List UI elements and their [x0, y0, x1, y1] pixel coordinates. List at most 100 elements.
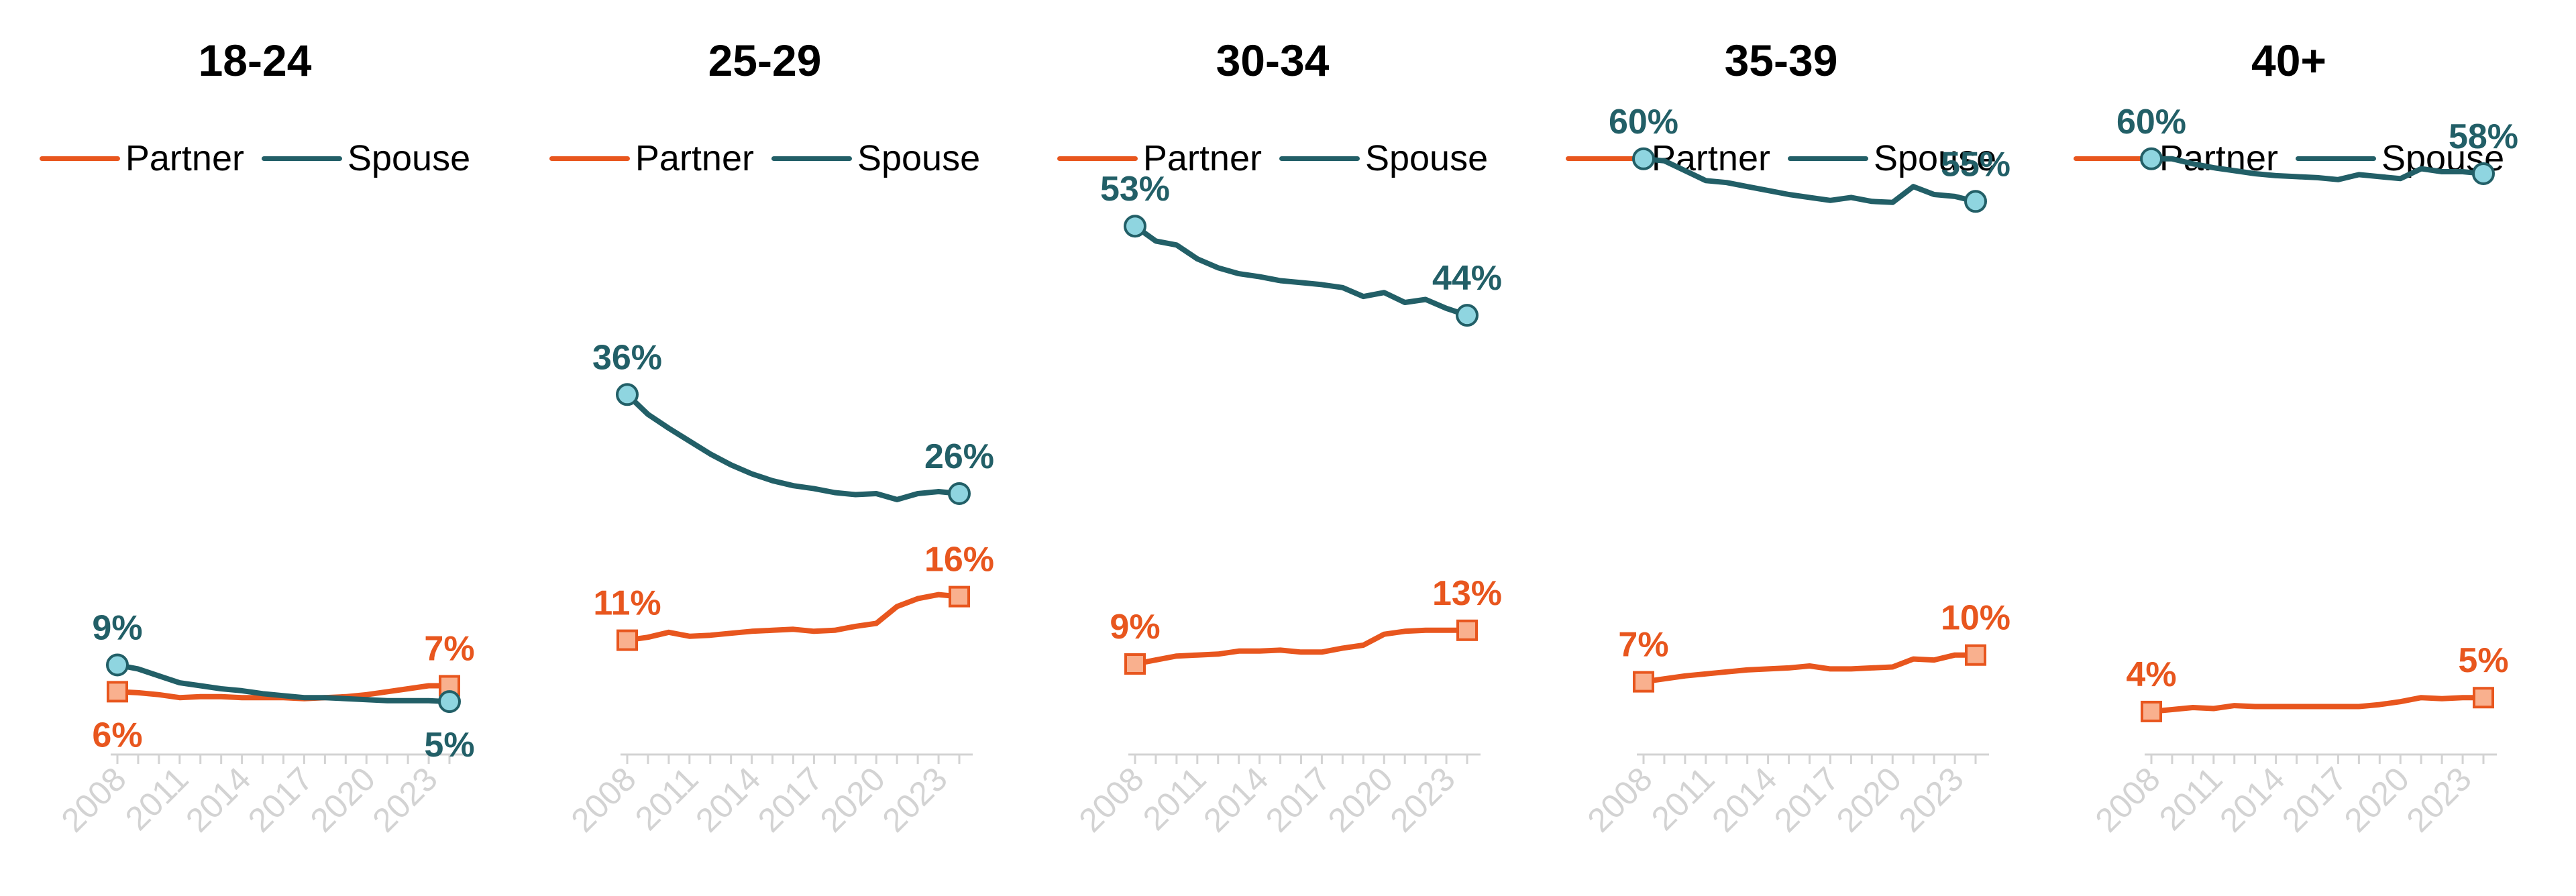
data-label: 7% — [1618, 626, 1668, 665]
x-tick-label: 2014 — [1705, 760, 1784, 839]
legend-item-spouse: Spouse — [1279, 137, 1488, 179]
data-point-marker — [948, 482, 971, 505]
x-tick-label: 2023 — [2400, 760, 2479, 839]
x-tick-label: 2020 — [2337, 760, 2416, 839]
x-tick-label: 2017 — [1258, 760, 1338, 839]
x-tick-label: 2008 — [2088, 760, 2167, 839]
chart-panel: 18-24 Partner Spouse 2008 2011 2014 2017 2020 20… — [0, 0, 510, 896]
chart-panel: 25-29 Partner Spouse 2008 2011 2014 2017 2020 20… — [510, 0, 1020, 896]
legend: Partner Spouse — [510, 137, 1020, 179]
x-tick-label: 2020 — [1829, 760, 1909, 839]
data-point-marker — [2140, 147, 2163, 170]
x-tick-label: 2011 — [1136, 760, 1214, 838]
data-point-marker — [1632, 147, 1655, 170]
legend-swatch — [1565, 156, 1646, 161]
data-label: 9% — [92, 609, 142, 648]
legend-swatch — [261, 156, 342, 161]
legend-item-partner: Partner — [39, 137, 244, 179]
data-label: 7% — [424, 630, 474, 669]
data-point-marker — [1633, 671, 1654, 693]
legend-swatch — [2295, 156, 2376, 161]
legend: Partner Spouse — [1526, 137, 2036, 179]
data-label: 26% — [924, 437, 994, 476]
series-line-spouse — [1132, 223, 1470, 319]
series-line-spouse — [1641, 156, 1978, 205]
data-label: 9% — [1110, 608, 1160, 647]
data-point-marker — [1124, 215, 1146, 238]
x-tick-label: 2023 — [366, 760, 445, 839]
series-line-spouse — [625, 392, 962, 502]
data-label: 44% — [1432, 259, 1502, 298]
chart-title: 30-34 — [1216, 36, 1330, 85]
legend-item-partner: Partner — [1565, 137, 1770, 179]
x-tick-label: 2020 — [813, 760, 892, 839]
x-tick-label: 2017 — [2275, 760, 2354, 839]
data-label: 10% — [1941, 599, 2010, 638]
data-label: 36% — [592, 338, 662, 377]
x-tick-label: 2008 — [564, 760, 643, 839]
data-point-marker — [1456, 619, 1478, 641]
series-line-spouse — [115, 662, 452, 705]
x-tick-label: 2014 — [178, 760, 258, 839]
data-point-marker — [2473, 687, 2494, 709]
legend-item-spouse: Spouse — [771, 137, 980, 179]
legend-swatch — [39, 156, 120, 161]
chart-panel: 30-34 Partner Spouse 2008 2011 2014 2017 2020 20… — [1018, 0, 1527, 896]
x-tick-label: 2014 — [688, 760, 767, 839]
legend-swatch — [1787, 156, 1868, 161]
data-label: 5% — [424, 726, 474, 765]
legend-label: Partner — [635, 138, 754, 178]
legend-swatch — [1279, 156, 1360, 161]
x-tick-label: 2023 — [1383, 760, 1462, 839]
series-line-spouse — [2149, 156, 2486, 182]
data-point-marker — [949, 585, 970, 608]
data-label: 11% — [593, 584, 661, 623]
chart-title: 18-24 — [198, 36, 312, 85]
legend-label: Partner — [1651, 138, 1770, 178]
data-point-marker — [1965, 644, 1986, 666]
x-tick-label: 2020 — [303, 760, 382, 839]
data-point-marker — [2472, 162, 2495, 185]
legend: Partner Spouse — [0, 137, 510, 179]
x-tick-label: 2017 — [241, 760, 320, 839]
data-point-marker — [1964, 190, 1987, 213]
legend-label: Partner — [1142, 138, 1262, 178]
data-point-marker — [2141, 700, 2162, 722]
data-label: 16% — [924, 541, 994, 579]
data-label: 60% — [1609, 103, 1678, 142]
data-point-marker — [106, 653, 129, 677]
x-tick-label: 2011 — [1644, 760, 1722, 838]
legend-label: Spouse — [1364, 138, 1489, 178]
legend-swatch — [1057, 156, 1138, 161]
series-line-partner — [2149, 695, 2486, 714]
chart-panel: 35-39 Partner Spouse 2008 2011 2014 2017 2020 20… — [1526, 0, 2036, 896]
data-point-marker — [438, 690, 461, 714]
legend-item-partner: Partner — [1057, 137, 1262, 179]
x-tick-label: 2011 — [118, 760, 196, 838]
legend-item-spouse: Spouse — [261, 137, 470, 179]
data-label: 55% — [1941, 145, 2010, 184]
x-tick-label: 2023 — [875, 760, 955, 839]
legend-label: Spouse — [857, 138, 981, 178]
legend-swatch — [771, 156, 852, 161]
x-tick-label: 2017 — [751, 760, 830, 839]
chart-title: 40+ — [2251, 36, 2326, 85]
data-label: 58% — [2449, 117, 2518, 156]
legend-swatch — [2073, 156, 2154, 161]
legend-item-partner: Partner — [549, 137, 754, 179]
legend: Partner Spouse — [1018, 137, 1527, 179]
data-point-marker — [616, 383, 639, 406]
legend-label: Spouse — [1873, 138, 1997, 178]
x-tick-label: 2011 — [628, 760, 706, 838]
data-label: 6% — [92, 716, 142, 754]
x-tick-label: 2014 — [2212, 760, 2292, 839]
series-line-partner — [1641, 652, 1978, 685]
x-tick-label: 2020 — [1321, 760, 1400, 839]
legend-item-spouse: Spouse — [1787, 137, 1997, 179]
x-tick-label: 2011 — [2152, 760, 2230, 838]
